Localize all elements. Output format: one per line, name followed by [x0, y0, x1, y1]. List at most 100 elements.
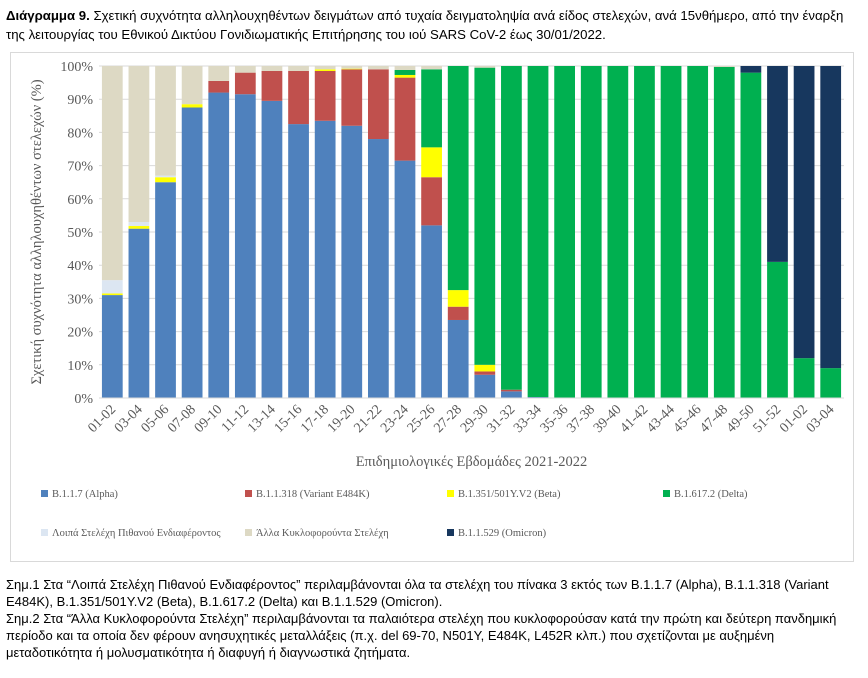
y-axis-title: Σχετική συχνότητα αλληλουχηθέντων στελεχ…	[29, 79, 45, 384]
bar-segment	[341, 66, 363, 69]
y-tick-label: 90%	[67, 93, 93, 108]
bar-segment	[474, 66, 496, 68]
bar-segment	[288, 66, 309, 71]
x-tick-label: 01-02	[777, 402, 811, 436]
bar-segment	[128, 226, 150, 229]
x-tick-label: 41-42	[618, 402, 652, 436]
x-tick-label: 11-12	[219, 402, 252, 435]
legend-label: Άλλα Κυκλοφορούντα Στελέχη	[256, 528, 389, 539]
bar-segment	[234, 66, 256, 73]
note-2: Σημ.2 Στα “Άλλα Κυκλοφορούντα Στελέχη” π…	[6, 611, 837, 660]
legend-item: Λοιπά Στελέχη Πιθανού Ενδιαφέροντος	[41, 528, 220, 539]
legend-swatch	[41, 490, 48, 497]
x-tick-label: 33-34	[511, 402, 545, 436]
bar-segment	[713, 66, 735, 67]
x-tick-label: 19-20	[325, 402, 359, 436]
bar-segment	[793, 358, 815, 398]
bar-segment	[367, 69, 389, 140]
bar-segment	[447, 290, 469, 307]
bar-segment	[501, 391, 522, 398]
bar-segment	[421, 69, 442, 148]
legend-swatch	[663, 490, 670, 497]
bar-segment	[101, 293, 123, 296]
bar-segment	[713, 66, 735, 398]
bar-segment	[288, 70, 309, 125]
bar-segment	[447, 66, 469, 291]
bar-segment	[554, 66, 576, 398]
bar-segment	[394, 160, 416, 398]
x-axis-title: Επιδημιολογικές Εβδομάδες 2021-2022	[356, 454, 588, 470]
x-tick-label: 37-38	[564, 402, 598, 436]
legend-item: B.1.1.7 (Alpha)	[41, 489, 118, 500]
bar-segment	[208, 92, 230, 398]
bar-segment	[580, 66, 602, 398]
bar-segment	[208, 66, 230, 81]
stacked-bar-chart: 0%10%20%30%40%50%60%70%80%90%100%01-0203…	[29, 60, 844, 470]
bar-segment	[314, 66, 336, 70]
bar-segment	[421, 177, 442, 226]
bar-segment	[767, 261, 788, 398]
y-tick-label: 30%	[67, 292, 93, 307]
x-tick-label: 03-04	[804, 402, 838, 436]
caption-label: Διάγραμμα 9.	[6, 8, 90, 23]
bar-segment	[394, 69, 416, 75]
bar-segment	[155, 66, 176, 176]
legend-item: B.1.1.318 (Variant E484K)	[245, 489, 369, 500]
x-tick-label: 09-10	[192, 402, 226, 436]
caption-text: Σχετική συχνότητα αλληλουχηθέντων δειγμά…	[6, 8, 844, 42]
legend-swatch	[245, 490, 252, 497]
bar-segment	[101, 280, 123, 294]
bar-segment	[234, 94, 256, 398]
bar-segment	[447, 319, 469, 398]
y-tick-label: 100%	[60, 60, 93, 75]
bar-segment	[341, 68, 363, 70]
bar-segment	[820, 368, 842, 398]
bar-segment	[447, 306, 469, 320]
y-tick-label: 0%	[74, 392, 93, 407]
bar-segment	[660, 66, 682, 398]
x-tick-label: 51-52	[751, 402, 785, 436]
bar-segment	[740, 72, 762, 398]
x-tick-label: 35-36	[538, 402, 572, 436]
bar-segment	[501, 389, 522, 392]
bar-segment	[607, 66, 629, 398]
x-tick-label: 29-30	[458, 402, 492, 436]
legend-swatch	[245, 529, 252, 536]
legend-label: B.1.1.318 (Variant E484K)	[256, 489, 370, 500]
bar-segment	[314, 69, 336, 71]
bar-segment	[740, 66, 762, 73]
bar-segment	[367, 139, 389, 398]
bar-segment	[767, 66, 788, 262]
bar-segment	[261, 100, 283, 399]
x-tick-label: 49-50	[724, 402, 758, 436]
legend-label: B.1.617.2 (Delta)	[674, 489, 748, 500]
bar-segment	[394, 74, 416, 78]
bar-segment	[341, 125, 363, 398]
x-tick-label: 01-02	[85, 402, 119, 436]
bar-segment	[128, 66, 150, 223]
legend-label: B.1.1.529 (Omicron)	[458, 528, 547, 539]
bar-segment	[394, 66, 416, 70]
bar-segment	[793, 66, 815, 359]
chart-frame: 0% 10% 20% 30% 40% 50% 60% 70% 80% 90% 100% 01-02 03…	[10, 52, 854, 562]
y-tick-label: 70%	[67, 160, 93, 175]
bar-segment	[341, 69, 363, 126]
x-tick-label: 47-48	[697, 402, 731, 436]
bar-segment	[527, 66, 549, 398]
x-tick-label: 15-16	[272, 402, 306, 436]
bar-segment	[261, 66, 283, 71]
x-tick-label: 05-06	[139, 402, 173, 436]
bar-segment	[421, 225, 442, 398]
bar-segment	[474, 374, 496, 398]
bar-segment	[128, 222, 150, 227]
bar-segment	[101, 295, 123, 398]
bar-segment	[314, 70, 336, 121]
legend-swatch	[41, 529, 48, 536]
x-tick-label: 39-40	[591, 402, 625, 436]
y-tick-label: 20%	[67, 326, 93, 341]
legend-item: Άλλα Κυκλοφορούντα Στελέχη	[245, 528, 389, 539]
x-tick-label: 21-22	[351, 402, 385, 436]
y-tick-label: 10%	[67, 359, 93, 374]
bar-segment	[314, 120, 336, 398]
bar-segment	[288, 124, 309, 398]
